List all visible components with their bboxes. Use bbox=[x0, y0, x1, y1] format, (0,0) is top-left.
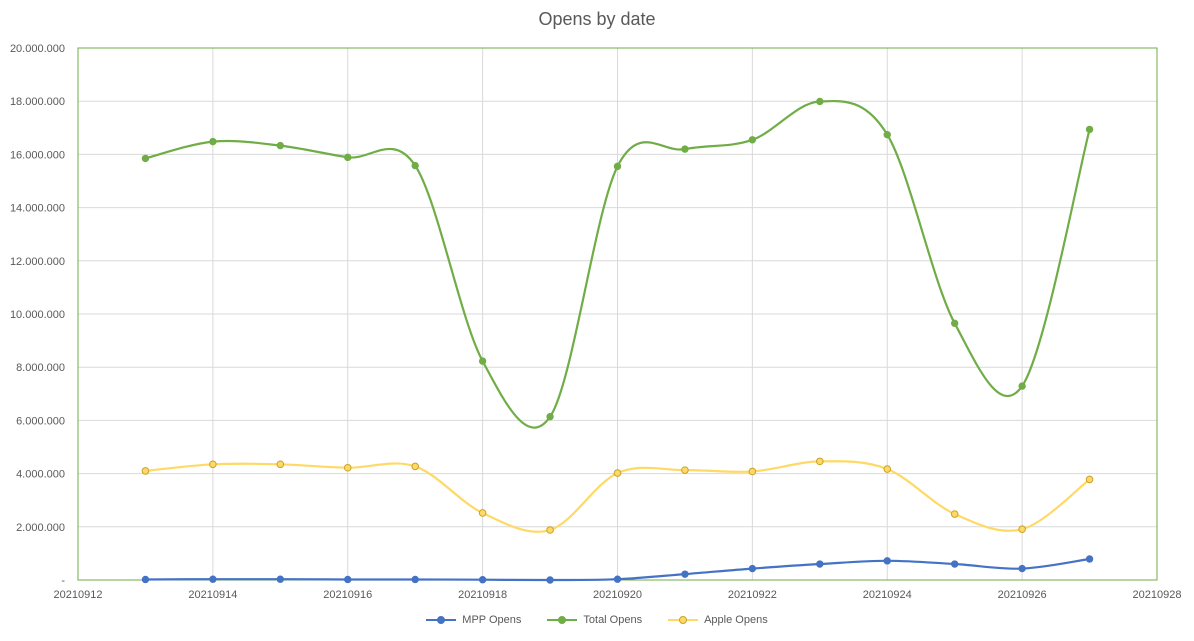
data-point-total-opens bbox=[816, 97, 824, 106]
data-point-mpp-opens bbox=[344, 575, 352, 584]
y-tick-label: 14.000.000 bbox=[10, 203, 65, 215]
data-point-apple-opens bbox=[1018, 525, 1026, 533]
x-tick-label: 20210918 bbox=[458, 589, 507, 601]
data-point-mpp-opens bbox=[141, 575, 150, 584]
data-point-total-opens bbox=[478, 357, 487, 365]
data-point-apple-opens bbox=[209, 460, 217, 469]
data-point-apple-opens bbox=[546, 526, 554, 534]
data-point-apple-opens bbox=[411, 462, 419, 471]
data-point-total-opens bbox=[411, 161, 419, 170]
data-point-total-opens bbox=[883, 131, 891, 139]
data-point-mpp-opens bbox=[411, 575, 419, 584]
legend-label: Total Opens bbox=[583, 614, 643, 626]
y-tick-label: 2.000.000 bbox=[16, 522, 65, 534]
y-tick-label: - bbox=[61, 575, 65, 587]
x-tick-label: 20210922 bbox=[728, 589, 777, 601]
data-point-total-opens bbox=[276, 141, 285, 150]
data-point-mpp-opens bbox=[478, 576, 487, 584]
data-point-apple-opens bbox=[816, 457, 824, 466]
data-point-mpp-opens bbox=[950, 560, 959, 568]
data-point-apple-opens bbox=[1085, 475, 1094, 484]
data-point-mpp-opens bbox=[748, 564, 757, 573]
legend-entry-apple-opens: Apple Opens bbox=[668, 614, 768, 626]
legend-entry-total-opens: Total Opens bbox=[547, 614, 642, 626]
y-tick-label: 8.000.000 bbox=[16, 362, 65, 374]
legend-label: Apple Opens bbox=[704, 614, 768, 626]
x-tick-label: 20210912 bbox=[54, 589, 103, 601]
data-point-mpp-opens bbox=[1018, 564, 1026, 573]
data-point-mpp-opens bbox=[276, 575, 285, 583]
x-tick-label: 20210928 bbox=[1133, 589, 1182, 601]
data-point-apple-opens bbox=[681, 466, 689, 474]
data-point-total-opens bbox=[681, 145, 689, 153]
data-point-total-opens bbox=[141, 154, 150, 163]
data-point-mpp-opens bbox=[1085, 555, 1094, 563]
chart-legend: MPP Opens Total Opens Apple Opens bbox=[0, 614, 1194, 626]
x-tick-label: 20210914 bbox=[188, 589, 237, 601]
chart-title: Opens by date bbox=[538, 9, 656, 29]
data-point-mpp-opens bbox=[613, 575, 622, 583]
x-tick-label: 20210920 bbox=[593, 589, 642, 601]
data-point-total-opens bbox=[546, 412, 554, 421]
data-point-apple-opens bbox=[883, 465, 892, 473]
data-point-apple-opens bbox=[276, 460, 285, 469]
data-point-mpp-opens bbox=[681, 570, 689, 578]
legend-swatch bbox=[668, 615, 699, 625]
data-point-apple-opens bbox=[748, 467, 757, 476]
data-point-apple-opens bbox=[950, 510, 959, 518]
data-point-total-opens bbox=[209, 137, 217, 146]
data-point-apple-opens bbox=[613, 469, 622, 477]
data-point-apple-opens bbox=[343, 463, 352, 472]
data-point-mpp-opens bbox=[883, 557, 891, 565]
y-tick-label: 18.000.000 bbox=[10, 96, 65, 108]
x-tick-label: 20210916 bbox=[323, 589, 372, 601]
legend-entry-mpp-opens: MPP Opens bbox=[426, 614, 521, 626]
data-point-total-opens bbox=[950, 319, 959, 328]
data-point-mpp-opens bbox=[546, 576, 554, 584]
data-point-apple-opens bbox=[141, 467, 150, 475]
legend-swatch bbox=[547, 615, 578, 625]
y-tick-label: 12.000.000 bbox=[10, 256, 65, 268]
data-point-total-opens bbox=[748, 136, 757, 144]
data-point-total-opens bbox=[344, 153, 352, 162]
y-tick-label: 16.000.000 bbox=[10, 149, 65, 161]
data-point-mpp-opens bbox=[209, 575, 217, 583]
y-tick-label: 4.000.000 bbox=[16, 469, 65, 481]
data-point-mpp-opens bbox=[816, 560, 824, 568]
data-point-apple-opens bbox=[478, 509, 487, 517]
legend-label: MPP Opens bbox=[462, 614, 522, 626]
legend-swatch bbox=[426, 615, 457, 625]
y-tick-label: 20.000.000 bbox=[10, 43, 65, 55]
data-point-total-opens bbox=[613, 162, 622, 171]
x-tick-label: 20210924 bbox=[863, 589, 912, 601]
y-tick-label: 6.000.000 bbox=[16, 415, 65, 427]
data-point-total-opens bbox=[1018, 382, 1026, 390]
y-tick-label: 10.000.000 bbox=[10, 309, 65, 321]
x-tick-label: 20210926 bbox=[998, 589, 1047, 601]
data-point-total-opens bbox=[1085, 125, 1094, 134]
